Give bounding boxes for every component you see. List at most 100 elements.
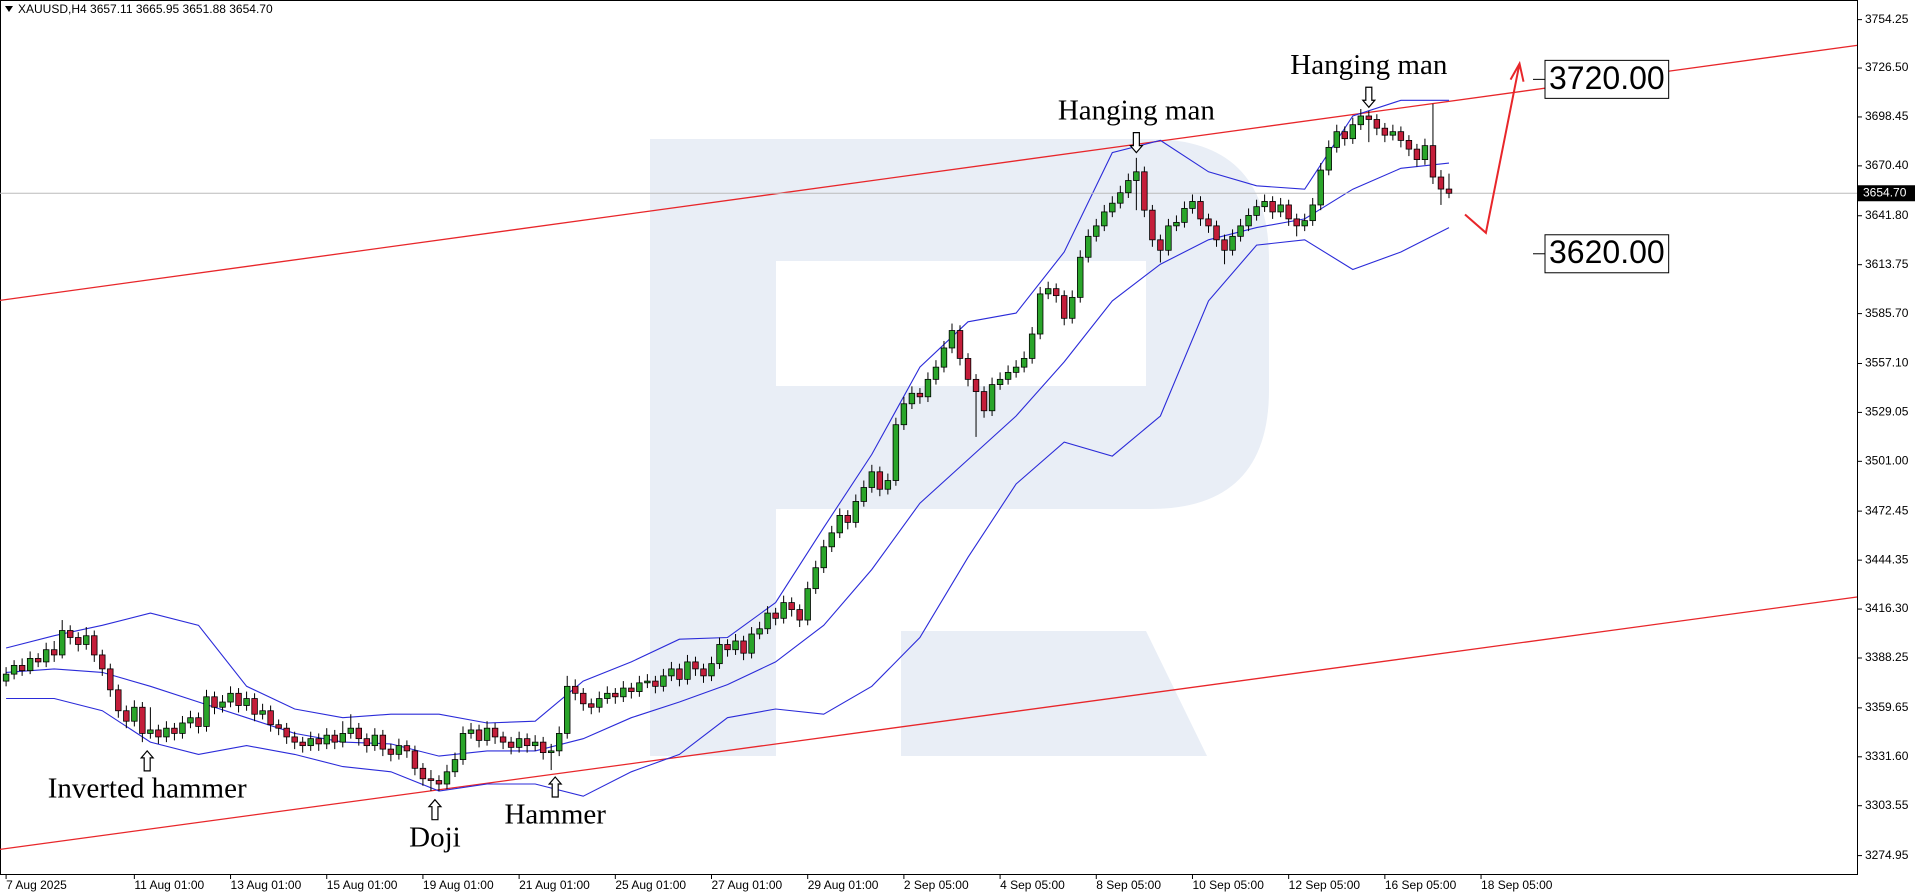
candle-body: [620, 687, 627, 698]
candle-body: [499, 736, 507, 743]
candle-body: [1333, 131, 1340, 148]
candle-body: [275, 724, 282, 729]
y-tick-label: 3754.25: [1865, 12, 1909, 26]
bollinger-middle: [6, 162, 1450, 757]
candle-body: [812, 567, 819, 590]
candle-body: [1077, 256, 1084, 298]
candle-body: [1101, 211, 1108, 227]
candle-body: [1341, 131, 1348, 140]
candle-body: [59, 630, 66, 656]
candle-body: [347, 727, 354, 734]
candle-body: [123, 710, 130, 722]
candle-body: [67, 630, 74, 638]
candle-body: [427, 778, 435, 781]
candle-body: [1036, 293, 1044, 335]
candle-body: [564, 685, 571, 734]
annotation-arrow: [427, 798, 443, 821]
candle-body: [580, 692, 587, 705]
candle-body: [131, 706, 138, 722]
y-tick-label: 3416.30: [1865, 601, 1909, 615]
candle-body: [523, 738, 531, 747]
candle-body: [740, 640, 747, 654]
candle-body: [1109, 202, 1116, 213]
annotation-arrow: [139, 749, 155, 772]
candle-body: [115, 689, 122, 712]
candle-body: [315, 738, 322, 745]
forecast-arrowhead: [1509, 60, 1525, 82]
candle-body: [772, 612, 779, 619]
candle-body: [684, 661, 691, 680]
candle-body: [155, 729, 162, 738]
candle-body: [491, 727, 499, 738]
candle-body: [916, 392, 924, 398]
candle-body: [107, 668, 114, 691]
candle-body: [227, 692, 234, 703]
candle-body: [515, 738, 523, 748]
candle-body: [780, 602, 787, 619]
candle-body: [42, 649, 50, 663]
candle-body: [1405, 140, 1413, 150]
candle-body: [1373, 119, 1381, 129]
candle-body: [988, 384, 996, 412]
candle-body: [1052, 288, 1060, 297]
candle-body: [355, 727, 362, 740]
candle-body: [307, 738, 314, 747]
candle-body: [339, 733, 346, 743]
candle-body: [1349, 124, 1356, 140]
candle-body: [171, 727, 178, 734]
candle-body: [636, 682, 643, 692]
candle-body: [708, 663, 715, 677]
candle-body: [531, 741, 539, 747]
candle-body: [1044, 288, 1052, 295]
candle-body: [1397, 131, 1405, 141]
candle-body: [876, 471, 884, 490]
candle-body: [1085, 235, 1092, 258]
candle-body: [211, 696, 218, 708]
candle-body: [1133, 171, 1140, 181]
candle-body: [1020, 358, 1028, 368]
candle-body: [1389, 131, 1397, 136]
candle-body: [467, 729, 475, 734]
x-tick-label: 25 Aug 01:00: [615, 878, 686, 892]
candle-body: [1165, 225, 1172, 251]
candle-body: [836, 515, 843, 534]
y-tick-label: 3501.00: [1865, 454, 1909, 468]
candle-body: [387, 748, 395, 755]
candle-body: [924, 378, 932, 398]
candle-body: [419, 767, 427, 780]
candle-body: [956, 330, 964, 359]
candle-body: [139, 706, 146, 734]
candle-body: [940, 347, 948, 368]
y-tick-label: 3670.40: [1865, 158, 1909, 172]
candle-body: [1309, 204, 1316, 222]
trend-line: [0, 596, 1858, 851]
candle-body: [26, 658, 34, 672]
candle-body: [371, 734, 379, 747]
last-price-label: 3654.70: [1863, 185, 1907, 199]
candle-body: [700, 668, 707, 677]
candle-body: [884, 480, 892, 490]
candle-body: [323, 734, 330, 745]
candle-body: [1301, 220, 1308, 227]
candle-body: [1069, 296, 1076, 319]
y-tick-label: 3444.35: [1865, 552, 1909, 566]
x-tick-label: 7 Aug 2025: [6, 878, 67, 892]
candle-body: [203, 696, 210, 727]
annotation-text: Hanging man: [1290, 49, 1448, 81]
candle-body: [788, 602, 795, 610]
candle-body: [267, 710, 274, 726]
candle-body: [411, 750, 419, 769]
x-tick-label: 27 Aug 01:00: [712, 878, 783, 892]
x-tick-label: 19 Aug 01:00: [423, 878, 494, 892]
candle-body: [1365, 115, 1373, 120]
candle-body: [18, 664, 26, 672]
candle-body: [556, 733, 563, 752]
candle-body: [996, 378, 1004, 385]
candle-body: [980, 391, 988, 412]
candle-body: [1293, 218, 1300, 227]
candle-body: [1141, 171, 1148, 211]
level-box: [1544, 59, 1670, 99]
x-tick-label: 4 Sep 05:00: [1000, 878, 1065, 892]
candle-body: [860, 487, 868, 502]
